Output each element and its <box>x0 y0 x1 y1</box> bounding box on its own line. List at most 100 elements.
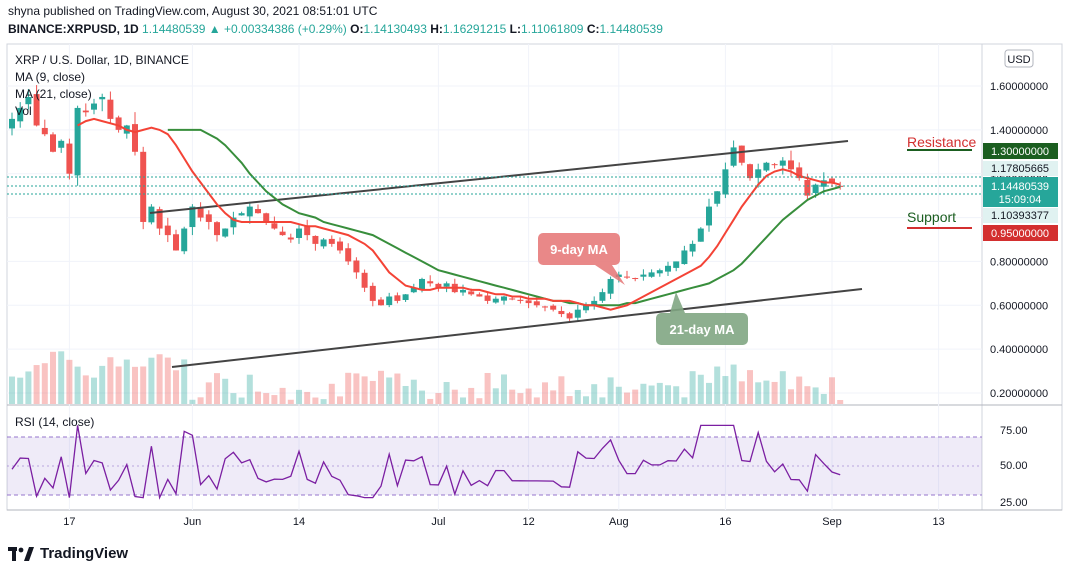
volume-bar <box>747 370 753 404</box>
volume-bar <box>345 372 352 404</box>
volume-bar <box>779 371 786 404</box>
current-price-label: 1.14480539 15:09:04 <box>983 177 1058 207</box>
candle <box>779 157 786 175</box>
volume-bar <box>369 380 376 404</box>
candle <box>550 304 557 312</box>
volume-bar <box>796 376 803 404</box>
time-tick: Jul <box>431 516 445 528</box>
time-axis[interactable]: 17 Jun 14 Jul 12 Aug 16 Sep 13 <box>63 516 944 528</box>
candle <box>41 119 48 137</box>
candle <box>99 93 106 112</box>
candle <box>197 202 204 222</box>
candle <box>312 235 319 251</box>
volume-bar <box>591 384 598 404</box>
rsi-tick-50: 50.00 <box>1000 460 1028 472</box>
time-tick: 12 <box>522 516 534 528</box>
candle <box>353 257 360 279</box>
high-value: 1.16291215 <box>442 22 507 36</box>
volume-bar <box>501 374 507 404</box>
price-tick: 1.60000000 <box>990 81 1048 93</box>
time-tick: 16 <box>719 516 731 528</box>
ma21-line <box>167 128 841 307</box>
price-tick: 0.80000000 <box>990 256 1048 268</box>
candle <box>107 91 114 125</box>
volume-bar <box>50 351 56 404</box>
volume-bar <box>140 366 147 404</box>
candle <box>574 304 581 321</box>
legend-ma9[interactable]: MA (9, close) <box>15 70 85 84</box>
candle <box>386 292 393 308</box>
candle <box>287 233 294 243</box>
candle <box>697 227 704 242</box>
rsi-line <box>11 424 841 500</box>
volume-bar <box>640 383 647 404</box>
ma21-annotation: 21-day MA <box>656 292 748 345</box>
legend-ma21[interactable]: MA (21, close) <box>15 87 92 101</box>
volume-bar <box>730 364 737 404</box>
candle <box>681 245 688 265</box>
candle <box>451 278 458 294</box>
ma9-line <box>77 117 841 311</box>
volume-bar <box>132 366 138 404</box>
volume-bar <box>681 397 688 404</box>
volume-bar <box>320 399 327 404</box>
legend-vol[interactable]: Vol <box>15 104 32 118</box>
rsi-legend[interactable]: RSI (14, close) <box>15 415 94 429</box>
price-label-1: 1.17805665 <box>983 161 1058 176</box>
ma21-annotation-text: 21-day MA <box>669 322 735 337</box>
candle <box>722 162 729 199</box>
high-label: H: <box>430 22 443 36</box>
volume-bar <box>599 397 606 404</box>
footer-brand[interactable]: TradingView <box>8 545 128 562</box>
rsi-tick-25: 25.00 <box>1000 497 1028 509</box>
candle <box>427 275 434 287</box>
volume-bar <box>771 381 778 404</box>
volume-bar <box>197 397 204 404</box>
volume-bar <box>632 389 639 404</box>
price-label-2: 1.10393377 <box>983 208 1058 223</box>
ohlc-bar: BINANCE:XRPUSD, 1D 1.14480539 ▲ +0.00334… <box>8 22 663 36</box>
candle <box>173 229 179 251</box>
time-tick: Sep <box>822 516 842 528</box>
volume-bar <box>312 397 319 404</box>
tradingview-logo-icon <box>8 546 34 561</box>
svg-text:1.10393377: 1.10393377 <box>991 210 1049 222</box>
volume-bar <box>9 376 15 404</box>
candle <box>337 237 343 254</box>
symbol: BINANCE:XRPUSD, 1D <box>8 22 139 36</box>
volume-bar <box>468 387 475 404</box>
volume-bar <box>115 366 122 404</box>
candle <box>640 269 647 281</box>
currency-box[interactable] <box>1004 49 1034 68</box>
volume-bar <box>74 366 81 404</box>
volume-bar <box>164 357 171 404</box>
volume-bar <box>337 396 343 404</box>
ma9-annotation: 9-day MA <box>538 233 625 285</box>
open-value: 1.14130493 <box>363 22 427 36</box>
volume-bar <box>492 388 499 404</box>
volume-bar <box>279 387 286 404</box>
time-tick: 14 <box>293 516 305 528</box>
candle <box>320 238 327 249</box>
volume-bar <box>624 392 630 404</box>
volume-bar <box>82 375 89 404</box>
volume-bar <box>148 357 155 404</box>
time-tick: Aug <box>609 516 629 528</box>
low-value: 1.11061809 <box>520 22 584 36</box>
lower-channel-line[interactable] <box>171 288 863 368</box>
candle <box>665 261 671 276</box>
volume-bar <box>812 387 819 404</box>
svg-text:1.17805665: 1.17805665 <box>991 163 1049 175</box>
candle <box>205 210 212 230</box>
candle <box>66 138 73 180</box>
volume-bar <box>173 370 179 404</box>
volume-bar <box>99 365 106 404</box>
candle <box>255 204 261 214</box>
currency-label: USD <box>1007 54 1030 66</box>
candle <box>656 268 663 277</box>
volume-bar <box>509 389 516 404</box>
candle <box>583 302 589 314</box>
candle <box>591 296 598 310</box>
price-tick: 0.60000000 <box>990 300 1048 312</box>
